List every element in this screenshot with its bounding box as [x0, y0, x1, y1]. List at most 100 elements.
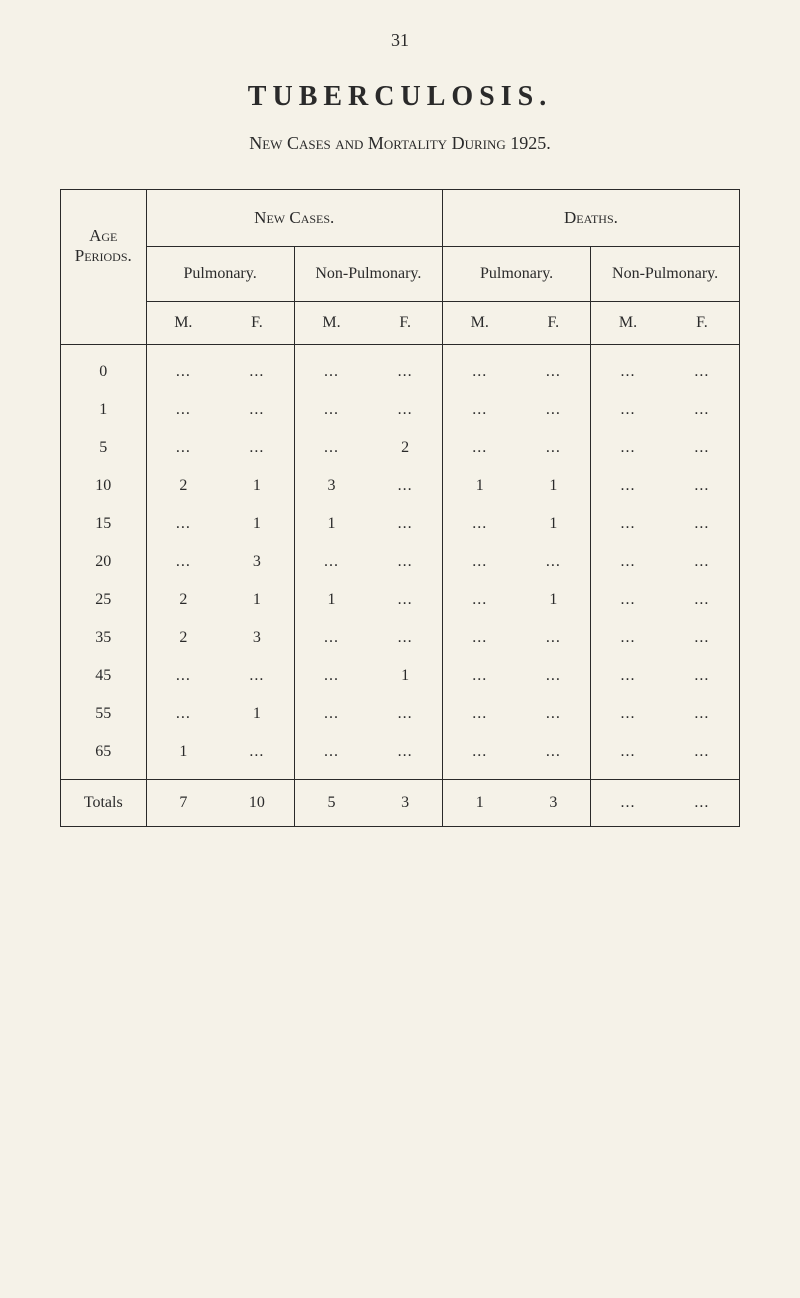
age-cell: 65 — [61, 733, 146, 780]
data-cell: 1 — [220, 467, 294, 505]
data-cell: ... — [368, 695, 442, 733]
data-cell: ... — [665, 505, 739, 543]
data-cell: ... — [220, 733, 294, 780]
data-cell: 1 — [517, 505, 591, 543]
data-cell: 1 — [368, 657, 442, 695]
age-cell: 0 — [61, 345, 146, 392]
totals-cell: 3 — [368, 780, 442, 827]
data-cell: ... — [146, 657, 220, 695]
data-cell: 1 — [220, 505, 294, 543]
age-cell: 15 — [61, 505, 146, 543]
data-cell: ... — [294, 543, 368, 581]
header-empty — [61, 302, 146, 345]
data-cell: ... — [442, 657, 516, 695]
data-cell: ... — [591, 581, 665, 619]
data-cell: 2 — [146, 467, 220, 505]
header-m: M. — [294, 302, 368, 345]
data-cell: ... — [220, 391, 294, 429]
header-m: M. — [146, 302, 220, 345]
data-cell: ... — [517, 543, 591, 581]
age-cell: 45 — [61, 657, 146, 695]
data-cell: 1 — [294, 505, 368, 543]
tuberculosis-table: Age Periods. New Cases. Deaths. Pulmonar… — [61, 190, 739, 826]
data-cell: ... — [442, 345, 516, 392]
data-cell: ... — [294, 733, 368, 780]
data-cell: 2 — [368, 429, 442, 467]
data-cell: ... — [442, 429, 516, 467]
page-number: 31 — [60, 30, 740, 51]
data-cell: ... — [146, 695, 220, 733]
data-cell: 1 — [517, 467, 591, 505]
data-cell: ... — [517, 391, 591, 429]
totals-cell: 5 — [294, 780, 368, 827]
data-cell: 2 — [146, 581, 220, 619]
data-cell: 1 — [294, 581, 368, 619]
data-cell: ... — [665, 467, 739, 505]
data-cell: ... — [442, 581, 516, 619]
data-cell: ... — [146, 391, 220, 429]
data-cell: 3 — [220, 619, 294, 657]
totals-cell: 3 — [517, 780, 591, 827]
age-cell: 35 — [61, 619, 146, 657]
header-f: F. — [220, 302, 294, 345]
data-cell: ... — [591, 657, 665, 695]
header-pulmonary-deaths: Pulmonary. — [442, 247, 590, 302]
data-cell: ... — [591, 695, 665, 733]
data-cell: ... — [442, 733, 516, 780]
age-cell: 1 — [61, 391, 146, 429]
totals-cell: 10 — [220, 780, 294, 827]
data-cell: ... — [294, 619, 368, 657]
header-age: Age Periods. — [61, 190, 146, 302]
header-f: F. — [665, 302, 739, 345]
data-cell: ... — [591, 619, 665, 657]
header-m: M. — [591, 302, 665, 345]
data-cell: 3 — [220, 543, 294, 581]
data-cell: ... — [442, 695, 516, 733]
header-f: F. — [517, 302, 591, 345]
data-cell: ... — [294, 391, 368, 429]
data-cell: ... — [517, 733, 591, 780]
age-cell: 25 — [61, 581, 146, 619]
data-cell: ... — [442, 619, 516, 657]
data-cell: ... — [591, 429, 665, 467]
data-cell: 1 — [442, 467, 516, 505]
data-cell: ... — [294, 657, 368, 695]
tuberculosis-table-container: Age Periods. New Cases. Deaths. Pulmonar… — [60, 189, 740, 827]
data-cell: ... — [146, 505, 220, 543]
header-non-pulmonary-new: Non-Pulmonary. — [294, 247, 442, 302]
data-cell: ... — [517, 345, 591, 392]
data-cell: ... — [368, 543, 442, 581]
data-cell: ... — [442, 391, 516, 429]
data-cell: ... — [591, 505, 665, 543]
data-cell: ... — [220, 429, 294, 467]
data-cell: ... — [665, 695, 739, 733]
data-cell: ... — [146, 345, 220, 392]
data-cell: ... — [220, 345, 294, 392]
data-cell: ... — [442, 505, 516, 543]
data-cell: ... — [368, 391, 442, 429]
data-cell: ... — [517, 657, 591, 695]
totals-cell: 7 — [146, 780, 220, 827]
page-subtitle: New Cases and Mortality During 1925. — [60, 133, 740, 154]
data-cell: ... — [591, 467, 665, 505]
data-cell: ... — [368, 345, 442, 392]
data-cell: 1 — [220, 581, 294, 619]
header-new-cases: New Cases. — [146, 190, 442, 247]
data-cell: ... — [517, 695, 591, 733]
header-f: F. — [368, 302, 442, 345]
data-cell: 1 — [146, 733, 220, 780]
data-cell: ... — [294, 345, 368, 392]
data-cell: ... — [591, 733, 665, 780]
data-cell: ... — [517, 429, 591, 467]
age-cell: 5 — [61, 429, 146, 467]
header-non-pulmonary-deaths: Non-Pulmonary. — [591, 247, 739, 302]
age-cell: 55 — [61, 695, 146, 733]
data-cell: ... — [591, 391, 665, 429]
data-cell: 2 — [146, 619, 220, 657]
data-cell: ... — [368, 581, 442, 619]
data-cell: ... — [294, 695, 368, 733]
data-cell: ... — [665, 345, 739, 392]
data-cell: ... — [146, 429, 220, 467]
totals-cell: ... — [591, 780, 665, 827]
data-cell: ... — [517, 619, 591, 657]
